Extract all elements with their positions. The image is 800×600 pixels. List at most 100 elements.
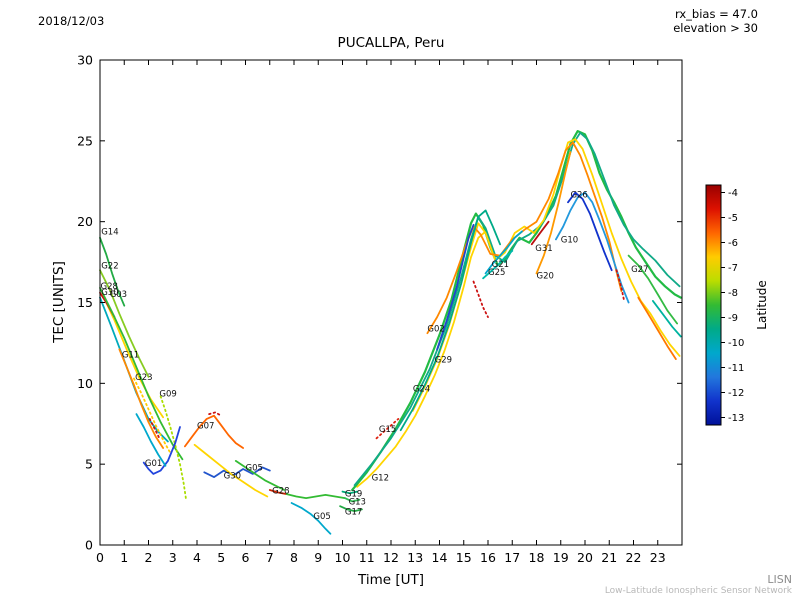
trace-seg — [193, 443, 269, 498]
x-tick-label: 18 — [529, 550, 545, 565]
trace-G28 — [99, 286, 184, 461]
colorbar-tick-label: -9 — [728, 313, 738, 324]
x-tick-label: 3 — [169, 550, 177, 565]
trace-G12 — [356, 230, 487, 488]
sat-label: G22 — [101, 262, 118, 272]
sat-label: G24 — [413, 384, 430, 394]
watermark: LISN Low-Latitude Ionospheric Sensor Net… — [605, 573, 792, 597]
sat-label: G26 — [570, 190, 587, 200]
sat-label: G25 — [488, 268, 505, 278]
x-tick-label: 8 — [290, 550, 298, 565]
trace-G19 — [341, 490, 359, 495]
x-tick-label: 19 — [553, 550, 569, 565]
sat-label: G14 — [101, 228, 118, 238]
x-tick-label: 21 — [601, 550, 617, 565]
x-tick-label: 13 — [407, 550, 423, 565]
trace-G30 — [99, 296, 169, 443]
y-tick-label: 10 — [77, 376, 93, 391]
date-label: 2018/12/03 — [38, 14, 105, 28]
trace-G17 — [339, 505, 363, 513]
trace-G02 — [426, 141, 623, 335]
sat-label: G21 — [492, 260, 509, 270]
trace-seg — [436, 223, 475, 351]
trace-G05 — [234, 459, 286, 491]
x-tick-label: 4 — [193, 550, 201, 565]
sat-label: G17 — [345, 507, 362, 517]
x-tick-label: 6 — [242, 550, 250, 565]
sat-label: G19 — [345, 490, 362, 500]
trace-seg — [148, 417, 161, 440]
colorbar-tick-label: -4 — [728, 188, 738, 199]
watermark-lisn: LISN — [767, 573, 792, 587]
sat-label: G29 — [435, 355, 452, 365]
trace-G20 — [535, 151, 572, 275]
trace-G24 — [399, 209, 502, 432]
colorbar-gradient — [705, 184, 722, 426]
y-axis-label: TEC [UNITS] — [51, 261, 67, 344]
x-tick-label: 23 — [650, 550, 666, 565]
trace-seg — [285, 493, 346, 500]
sat-label: G30 — [224, 472, 241, 482]
sat-label: G31 — [535, 244, 552, 254]
sat-label: G15 — [379, 425, 396, 435]
sat-label: G05 — [313, 512, 330, 522]
trace-seg — [135, 413, 167, 467]
colorbar-tick-label: -7 — [728, 263, 738, 274]
trace-G27 — [627, 254, 678, 325]
x-tick-label: 5 — [217, 550, 225, 565]
x-axis-label: Time [UT] — [357, 572, 424, 588]
trace-seg — [615, 269, 625, 301]
trace-G05b — [290, 502, 332, 535]
trace-G01 — [142, 426, 181, 475]
trace-G03 — [101, 293, 165, 419]
trace-seg — [353, 131, 681, 487]
sat-labels: G14G22G28G30G03G11G23G09G01G07G30G05G28G… — [100, 190, 648, 522]
trace-G28b — [268, 489, 288, 496]
header-right: rx_bias = 47.0 elevation > 30 — [673, 7, 758, 36]
trace-G14 — [99, 236, 126, 307]
y-tick-label: 30 — [77, 53, 93, 68]
sat-label: G05 — [246, 464, 263, 474]
sat-label: G07 — [197, 422, 214, 432]
sat-label: G12 — [372, 473, 389, 483]
trace-seg — [472, 280, 489, 319]
colorbar-tick-label: -8 — [728, 288, 738, 299]
y-tick-label: 25 — [77, 133, 93, 148]
sat-label: G27 — [631, 265, 648, 275]
colorbar-tick-label: -10 — [728, 338, 744, 349]
trace-G21 — [484, 230, 523, 275]
x-tick-label: 12 — [383, 550, 399, 565]
trace-G25 — [482, 249, 514, 280]
sat-label: G09 — [159, 389, 176, 399]
trace-seg — [351, 130, 682, 492]
colorbar-tick-label: -6 — [728, 238, 738, 249]
sat-label: G28 — [272, 486, 289, 496]
x-tick-label: 11 — [359, 550, 375, 565]
sat-label: G10 — [561, 236, 578, 246]
x-tick-label: 15 — [456, 550, 472, 565]
y-tick-label: 15 — [77, 295, 93, 310]
x-tick-label: 20 — [577, 550, 593, 565]
axes: 0 1 2 3 4 5 6 7 8 9 10 11 12 13 14 15 16 17 18 19 20 21 22 2305… — [77, 53, 683, 565]
sat-label: G20 — [537, 271, 554, 281]
sat-label: G03 — [110, 290, 127, 300]
trace-seg — [208, 411, 223, 417]
trace-G11 — [118, 348, 165, 449]
x-tick-label: 16 — [480, 550, 496, 565]
trace-G13 — [343, 497, 361, 503]
trace-G31 — [530, 220, 550, 246]
trace-G07 — [183, 414, 245, 449]
rx-bias-label: rx_bias = 47.0 — [674, 7, 758, 21]
y-tick-label: 20 — [77, 214, 93, 229]
trace-seg — [652, 299, 682, 338]
x-tick-label: 1 — [120, 550, 128, 565]
sat-label: G02 — [427, 325, 444, 335]
trace-seg — [637, 296, 677, 361]
x-tick-label: 2 — [145, 550, 153, 565]
sat-label: G13 — [349, 498, 366, 508]
trace-G23 — [132, 377, 172, 454]
colorbar: -4 -5 -6 -7 -8 -9 -10 -11 -12 -13 Latitude — [705, 184, 769, 426]
trace-G15 — [375, 417, 400, 440]
